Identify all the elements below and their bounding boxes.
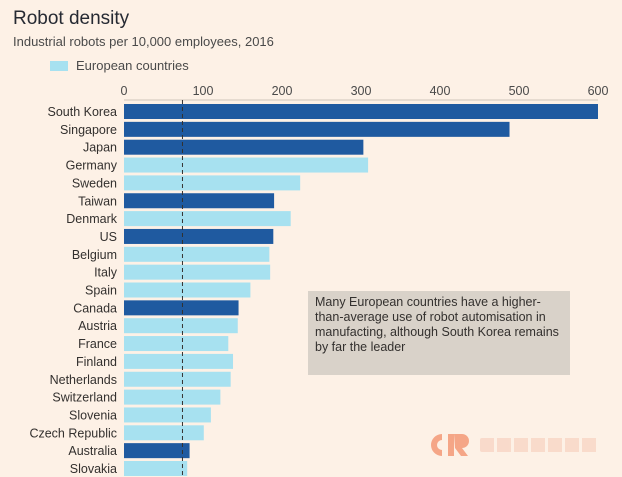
chart-legend: European countries [50, 58, 189, 73]
bar [124, 282, 251, 298]
bar [124, 175, 301, 191]
bar [124, 264, 271, 280]
bar [124, 407, 211, 423]
x-tick-label: 300 [351, 84, 372, 98]
bar [124, 318, 238, 334]
legend-label: European countries [76, 58, 189, 73]
category-label: US [100, 230, 117, 244]
watermark-text [480, 438, 598, 452]
bar [124, 104, 598, 119]
category-label: Canada [73, 301, 117, 315]
bar [124, 246, 270, 262]
chart-annotation: Many European countries have a higher-th… [308, 291, 570, 375]
category-label: Slovenia [69, 408, 117, 422]
bar [124, 157, 369, 173]
category-label: Finland [76, 355, 117, 369]
category-label: Austria [78, 319, 117, 333]
x-tick-label: 0 [121, 84, 128, 98]
category-label: Australia [68, 444, 117, 458]
category-label: Taiwan [78, 194, 117, 208]
bar [124, 336, 229, 352]
category-label: Czech Republic [29, 426, 117, 440]
category-label: Spain [85, 284, 117, 298]
bar [124, 371, 231, 387]
category-label: Japan [83, 141, 117, 155]
category-label: South Korea [48, 105, 118, 119]
bar [124, 461, 188, 476]
bar [124, 139, 364, 155]
watermark-mark-icon [431, 434, 469, 456]
watermark-logo [428, 428, 608, 462]
category-label: Italy [94, 266, 118, 280]
bar [124, 443, 190, 459]
category-label: Slovakia [70, 462, 117, 476]
category-label: France [78, 337, 117, 351]
chart-subtitle: Industrial robots per 10,000 employees, … [13, 34, 274, 49]
category-label: Sweden [72, 176, 117, 190]
bar [124, 121, 510, 137]
category-label: Germany [66, 159, 118, 173]
bar [124, 353, 234, 369]
category-label: Denmark [66, 212, 117, 226]
category-label: Singapore [60, 123, 117, 137]
category-label: Netherlands [50, 373, 117, 387]
bar [124, 389, 221, 405]
bar [124, 193, 275, 209]
category-label: Belgium [72, 248, 117, 262]
bar [124, 425, 204, 441]
x-tick-label: 100 [193, 84, 214, 98]
bar [124, 211, 291, 227]
bar [124, 300, 239, 316]
x-tick-label: 500 [509, 84, 530, 98]
x-tick-label: 200 [272, 84, 293, 98]
x-tick-label: 600 [588, 84, 609, 98]
legend-swatch [50, 60, 68, 71]
bar [124, 228, 274, 244]
x-tick-label: 400 [430, 84, 451, 98]
chart-title: Robot density [13, 8, 130, 29]
category-label: Switzerland [52, 391, 117, 405]
